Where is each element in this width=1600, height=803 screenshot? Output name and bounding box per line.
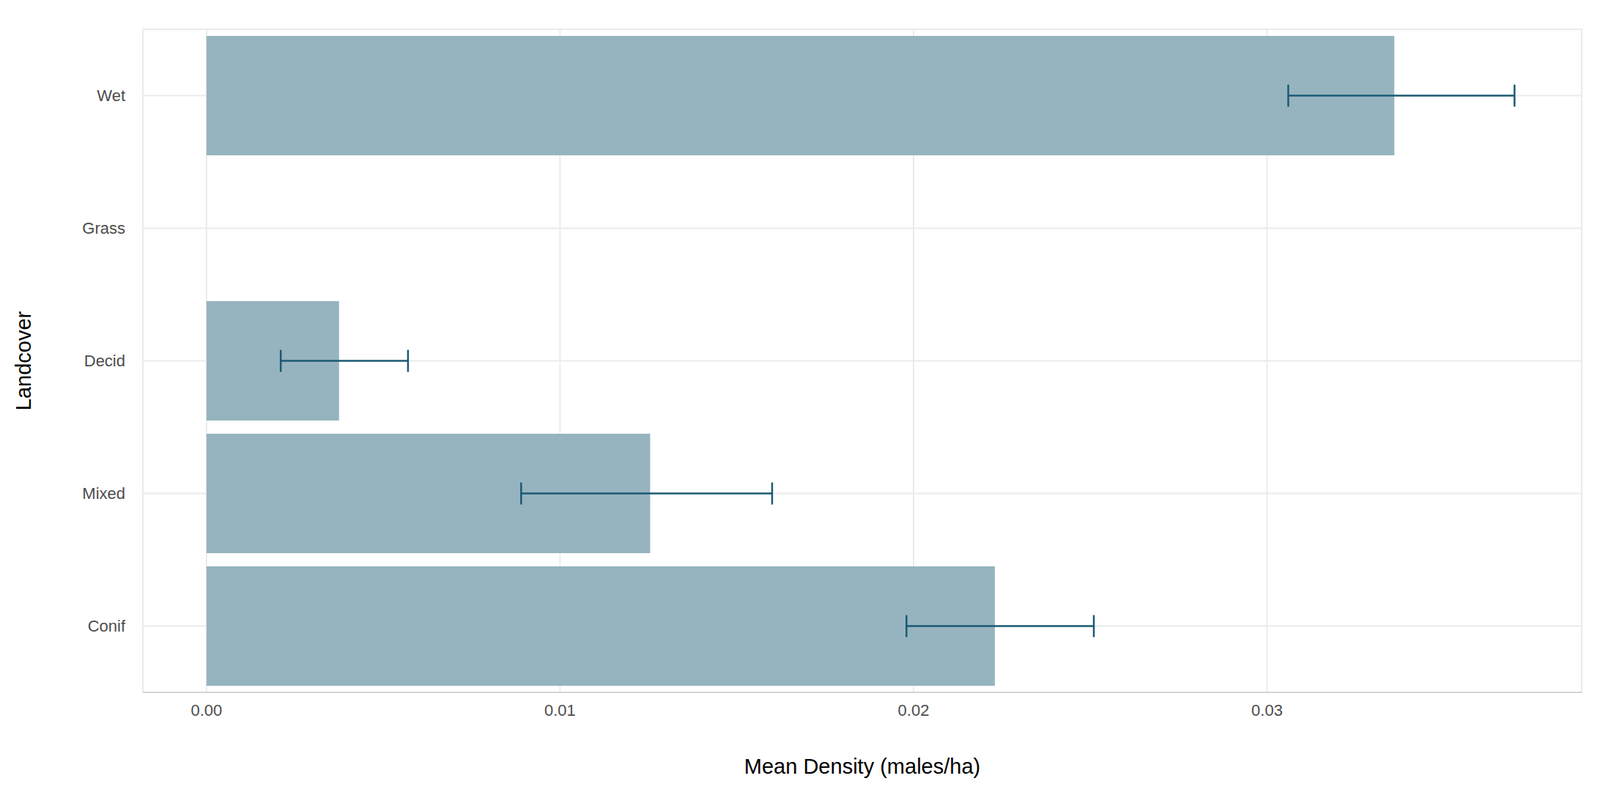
svg-text:0.02: 0.02 [898, 701, 930, 720]
svg-text:Wet: Wet [96, 86, 126, 105]
svg-text:Mixed: Mixed [82, 484, 126, 503]
svg-text:Mean Density (males/ha): Mean Density (males/ha) [744, 754, 981, 779]
svg-text:Landcover: Landcover [11, 310, 36, 411]
svg-text:Grass: Grass [82, 219, 126, 238]
svg-text:Conif: Conif [87, 616, 127, 636]
svg-text:0.01: 0.01 [544, 701, 576, 720]
svg-text:Decid: Decid [84, 351, 126, 370]
svg-text:0.00: 0.00 [190, 701, 222, 720]
svg-text:0.03: 0.03 [1251, 701, 1283, 720]
